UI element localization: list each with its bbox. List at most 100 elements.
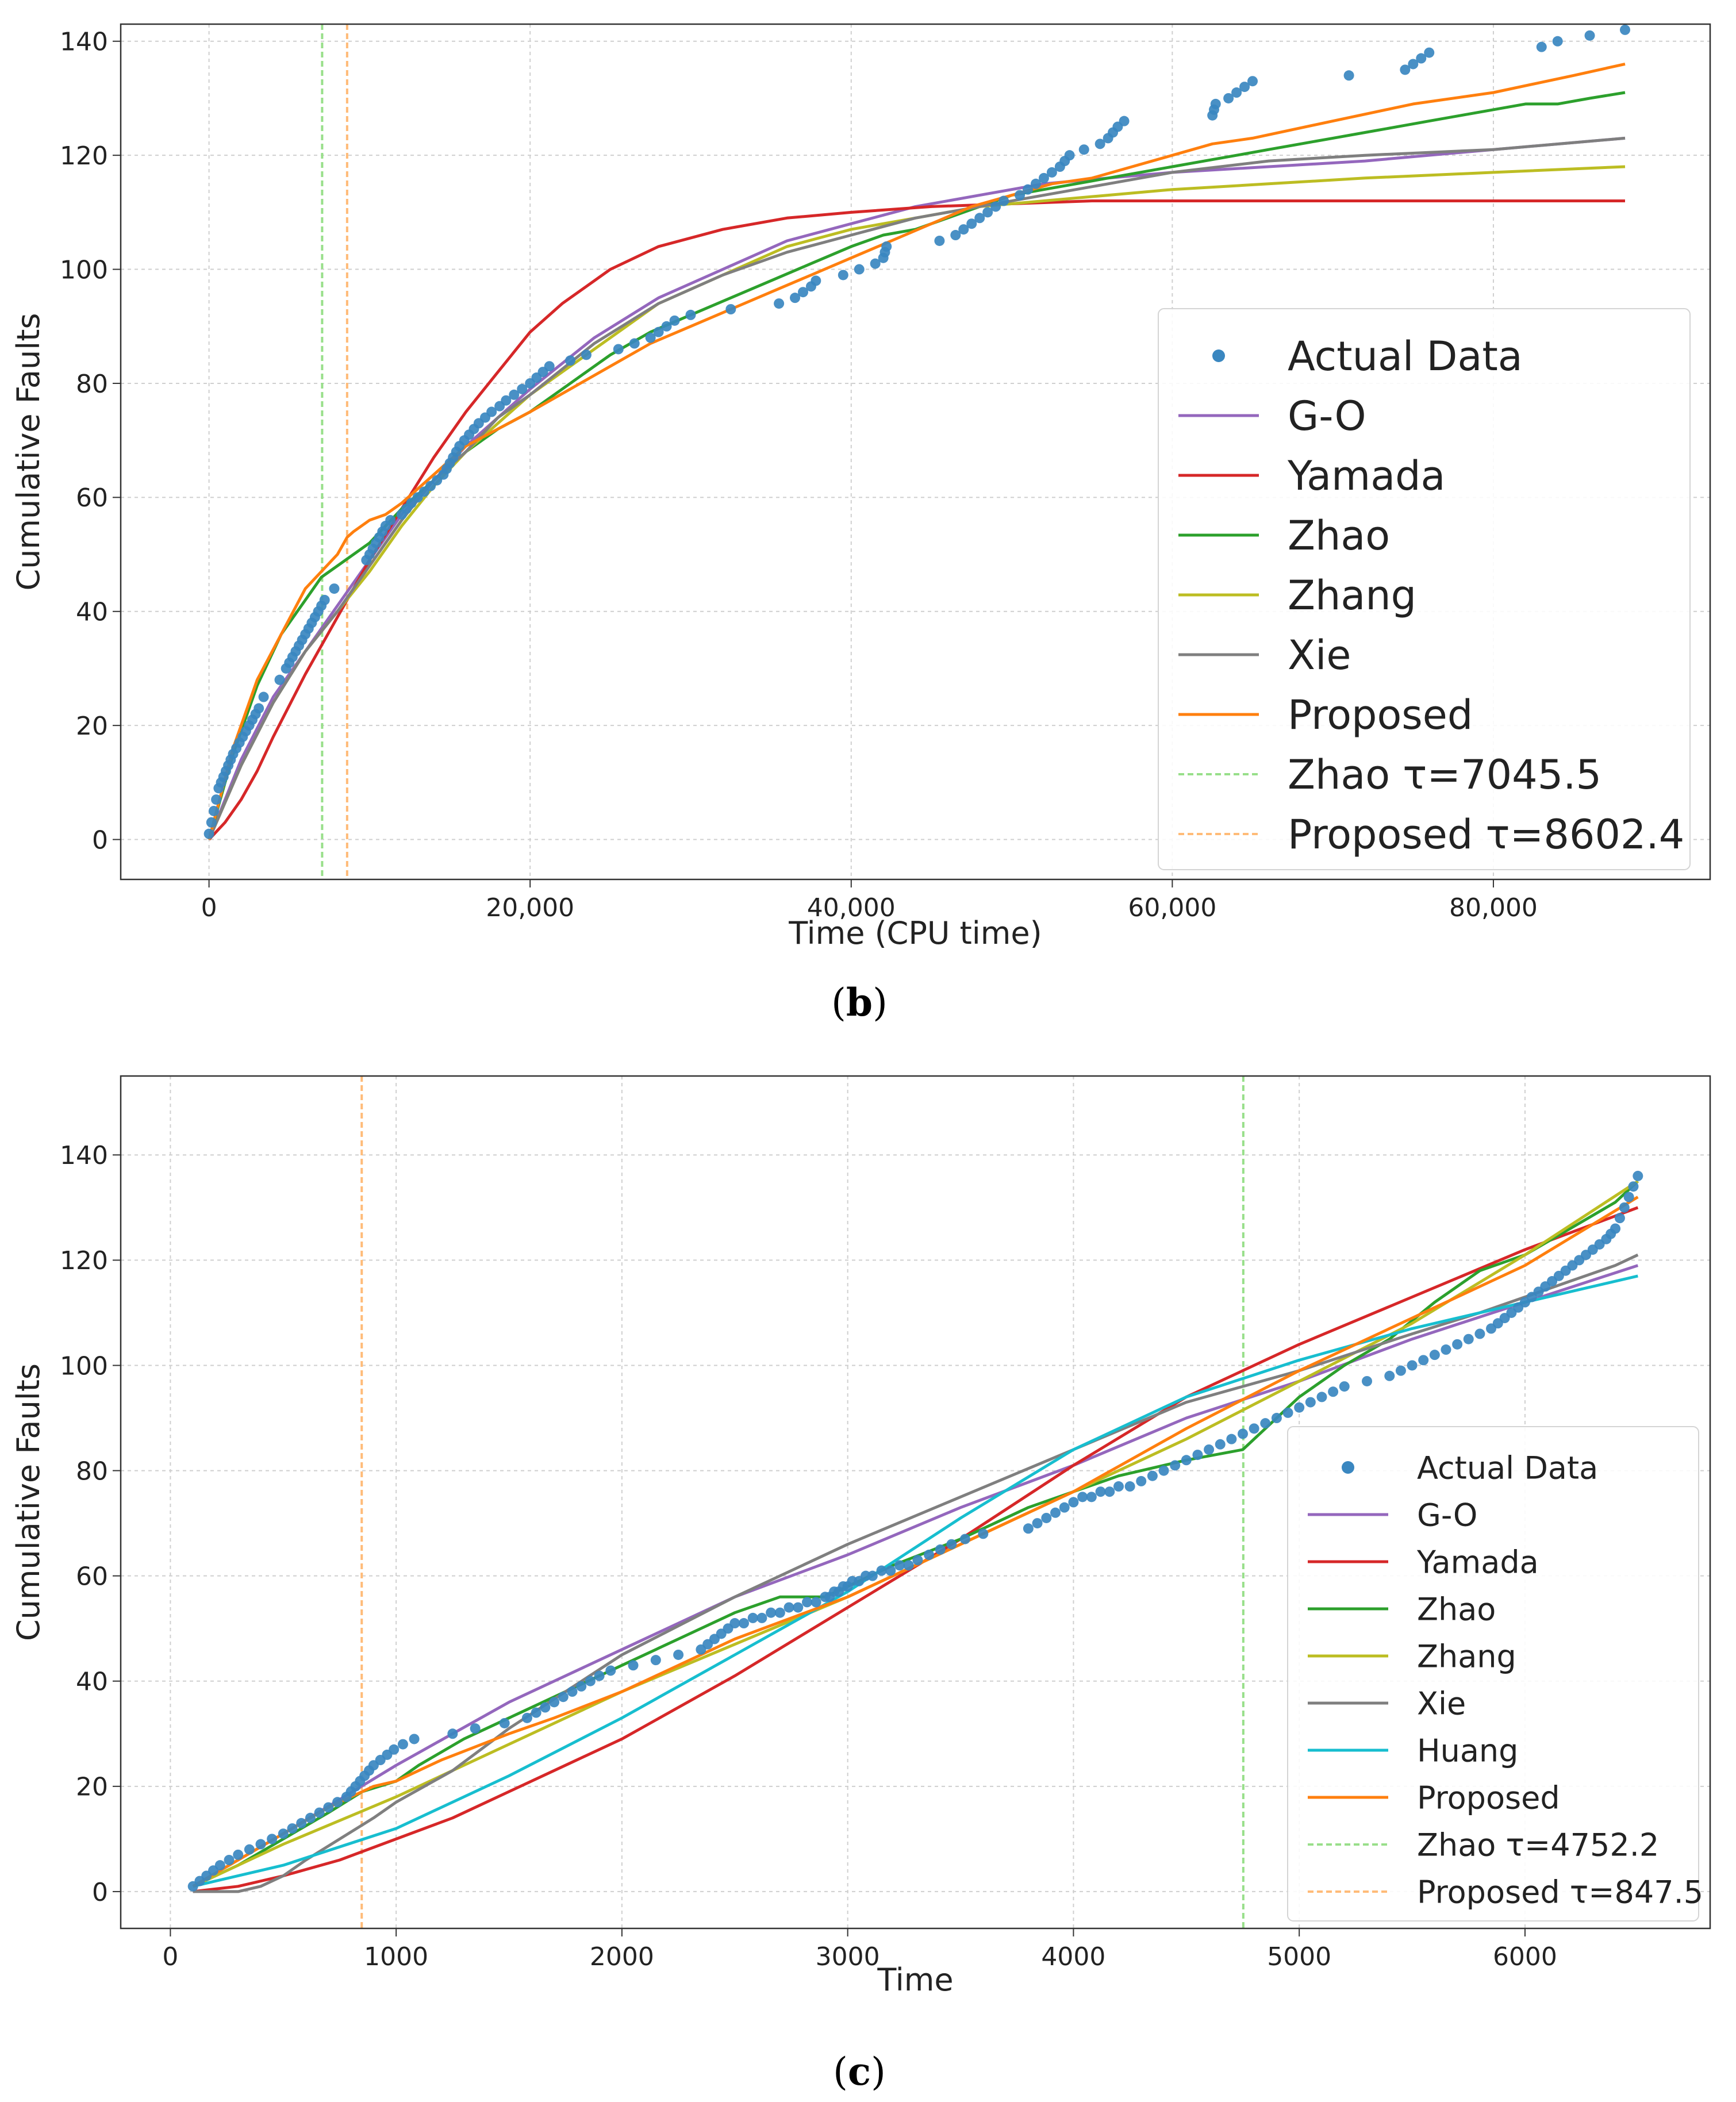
data-point bbox=[1038, 172, 1049, 183]
y-tick-label: 0 bbox=[92, 1878, 108, 1907]
data-point bbox=[974, 213, 985, 224]
data-point bbox=[397, 1739, 408, 1750]
data-point bbox=[1095, 1486, 1106, 1497]
data-point bbox=[1136, 1475, 1147, 1486]
x-tick-label: 5000 bbox=[1267, 1942, 1331, 1972]
data-point bbox=[990, 201, 1001, 212]
data-point bbox=[1147, 1470, 1158, 1481]
data-point bbox=[1328, 1386, 1339, 1397]
data-point bbox=[629, 338, 640, 349]
data-point bbox=[605, 1665, 616, 1676]
x-tick-label: 4000 bbox=[1041, 1942, 1105, 1972]
data-point bbox=[885, 1565, 896, 1576]
data-point bbox=[935, 1544, 946, 1555]
data-point bbox=[1064, 150, 1075, 161]
legend-label: Yamada bbox=[1416, 1544, 1539, 1580]
data-point bbox=[1158, 1465, 1169, 1476]
data-point bbox=[594, 1670, 605, 1681]
x-tick-label: 1000 bbox=[364, 1942, 428, 1972]
data-point bbox=[501, 395, 512, 406]
legend-label: Actual Data bbox=[1417, 1450, 1598, 1486]
series-line-yamada bbox=[208, 199, 1625, 841]
data-point bbox=[876, 1565, 887, 1576]
data-point bbox=[1046, 167, 1057, 178]
legend: Actual Data G-O Yamada Zhao Zhang Xie Huang Pro… bbox=[1287, 1426, 1703, 1922]
data-point bbox=[854, 264, 865, 275]
data-point bbox=[585, 1676, 596, 1686]
data-point bbox=[470, 1723, 481, 1734]
legend-label: G-O bbox=[1288, 393, 1366, 440]
data-point bbox=[1343, 70, 1354, 81]
data-point bbox=[1614, 1213, 1625, 1224]
data-point bbox=[756, 1612, 767, 1623]
data-point bbox=[1223, 93, 1234, 103]
data-point bbox=[628, 1660, 639, 1671]
data-point bbox=[653, 326, 664, 337]
y-axis-label: Cumulative Faults bbox=[10, 313, 47, 590]
data-point bbox=[211, 794, 222, 805]
x-tick-label: 2000 bbox=[590, 1942, 654, 1972]
data-point bbox=[1316, 1392, 1327, 1402]
legend-label: Huang bbox=[1417, 1732, 1518, 1769]
legend-label: Yamada bbox=[1287, 452, 1445, 499]
legend-label: Zhao τ=4752.2 bbox=[1417, 1827, 1659, 1863]
data-point bbox=[255, 1839, 266, 1850]
axis-ticks: 0 20,000 40,000 60,000 80,000 0 20 40 60 80 100 120… bbox=[60, 28, 1538, 923]
data-point bbox=[214, 1860, 225, 1871]
data-point bbox=[1078, 144, 1089, 155]
data-point bbox=[1050, 1507, 1061, 1518]
data-point bbox=[1030, 178, 1041, 189]
data-point bbox=[811, 275, 821, 286]
data-point bbox=[1032, 1518, 1043, 1529]
data-point bbox=[278, 1828, 289, 1839]
x-axis-label: Time (CPU time) bbox=[788, 915, 1042, 951]
data-point bbox=[1247, 76, 1258, 87]
y-tick-label: 140 bbox=[60, 28, 108, 57]
data-point bbox=[747, 1612, 758, 1623]
data-point bbox=[581, 349, 592, 360]
data-point bbox=[1623, 1192, 1634, 1202]
data-point bbox=[447, 1728, 458, 1739]
data-point bbox=[1023, 1523, 1034, 1534]
data-point bbox=[1226, 1434, 1237, 1444]
plot-area bbox=[203, 24, 1630, 879]
data-point bbox=[1124, 1481, 1135, 1492]
data-point bbox=[1474, 1328, 1485, 1339]
data-point bbox=[870, 258, 881, 269]
data-point bbox=[244, 1844, 255, 1855]
data-point bbox=[206, 817, 217, 828]
x-tick-label: 0 bbox=[162, 1942, 178, 1972]
data-point bbox=[1170, 1460, 1181, 1471]
data-point bbox=[1429, 1350, 1440, 1361]
x-tick-label: 0 bbox=[201, 893, 217, 923]
data-point bbox=[1077, 1492, 1088, 1502]
data-point bbox=[233, 1849, 244, 1860]
legend-label: Zhang bbox=[1417, 1638, 1516, 1674]
data-point bbox=[1059, 1502, 1070, 1513]
data-point bbox=[1362, 1375, 1373, 1386]
data-point bbox=[1181, 1455, 1192, 1466]
legend: Actual Data G-O Yamada Zhao Zhang Xie Proposed… bbox=[1158, 308, 1691, 870]
data-point bbox=[332, 1797, 343, 1808]
data-point bbox=[499, 1717, 510, 1728]
data-point bbox=[959, 1534, 970, 1544]
data-point bbox=[549, 1697, 560, 1708]
series-line-proposed bbox=[208, 62, 1626, 840]
legend-label: Zhao τ=7045.5 bbox=[1288, 751, 1601, 798]
y-tick-label: 20 bbox=[76, 712, 108, 741]
series-line-yamada bbox=[193, 1206, 1639, 1893]
data-point bbox=[966, 218, 977, 229]
data-point bbox=[894, 1560, 905, 1571]
x-tick-label: 60,000 bbox=[1128, 893, 1216, 923]
data-point bbox=[319, 594, 330, 605]
axis-ticks: 0 1000 2000 3000 4000 5000 6000 0 20 40 60 80 100 120… bbox=[60, 1141, 1557, 1972]
data-point bbox=[1282, 1407, 1293, 1418]
caption-c: (c) bbox=[833, 2049, 886, 2094]
legend-label: Actual Data bbox=[1288, 333, 1523, 380]
data-point bbox=[558, 1692, 569, 1703]
data-point bbox=[314, 1807, 325, 1818]
data-point bbox=[924, 1550, 935, 1561]
data-point bbox=[1384, 1370, 1395, 1381]
data-point bbox=[1023, 184, 1034, 195]
caption-b-letter: b bbox=[846, 980, 873, 1025]
